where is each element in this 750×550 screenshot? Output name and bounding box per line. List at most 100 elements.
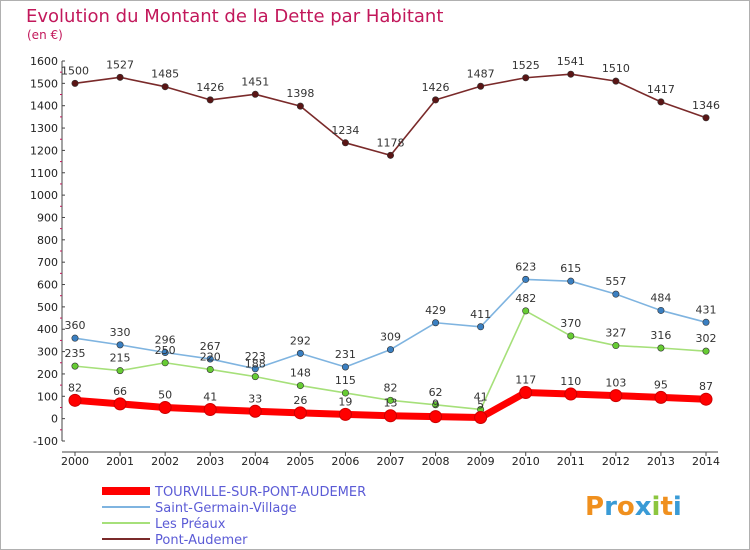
data-point: [657, 306, 665, 314]
x-tick-label: 2005: [286, 455, 314, 468]
data-label: 360: [65, 319, 86, 332]
data-point: [251, 90, 259, 98]
data-label: 370: [560, 317, 581, 330]
data-label: 235: [65, 347, 86, 360]
data-label: 220: [200, 350, 221, 363]
data-label: 231: [335, 348, 356, 361]
data-point: [341, 139, 349, 147]
data-point: [161, 348, 169, 356]
data-point: [386, 346, 394, 354]
data-label: 250: [155, 344, 176, 357]
data-label: 482: [515, 292, 536, 305]
y-tick-label: 1500: [30, 77, 58, 90]
y-tick-label: 100: [37, 390, 58, 403]
x-tick-label: 2001: [106, 455, 134, 468]
data-label: 330: [110, 326, 131, 339]
data-label: 33: [248, 392, 262, 405]
data-point: [386, 151, 394, 159]
logo-text: Proxiti: [585, 492, 682, 522]
data-label: 41: [474, 390, 488, 403]
data-point: [609, 389, 623, 403]
data-point: [702, 114, 710, 122]
data-point: [699, 392, 713, 406]
data-point: [702, 347, 710, 355]
y-tick-label: 1600: [30, 55, 58, 68]
data-labels: 360 330 296 267 223 292 231 309 429 411 623 615 557 4…: [61, 55, 720, 411]
data-label: 1398: [286, 87, 314, 100]
data-point: [206, 96, 214, 104]
data-point: [203, 402, 217, 416]
y-tick-label: 400: [37, 323, 58, 336]
data-point: [71, 334, 79, 342]
x-tick-label: 2009: [467, 455, 495, 468]
data-point: [71, 362, 79, 370]
data-label: 302: [696, 332, 717, 345]
data-label: 1346: [692, 99, 720, 112]
data-label: 1485: [151, 68, 179, 81]
y-tick-label: 1000: [30, 189, 58, 202]
data-point: [71, 79, 79, 87]
x-tick-label: 2007: [377, 455, 405, 468]
data-label: 50: [158, 388, 172, 401]
series-pont-audemer: [71, 70, 710, 159]
data-point: [341, 389, 349, 397]
data-label: 267: [200, 340, 221, 353]
data-point: [161, 83, 169, 91]
y-tick-label: 1200: [30, 144, 58, 157]
data-label: 5: [477, 399, 484, 412]
legend: TOURVILLE-SUR-PONT-AUDEMERSaint-Germain-…: [102, 485, 366, 548]
data-point: [296, 349, 304, 357]
data-point: [251, 373, 259, 381]
data-label: 1527: [106, 58, 134, 71]
x-tick-label: 2010: [512, 455, 540, 468]
data-label: 41: [203, 390, 217, 403]
x-tick-label: 2008: [422, 455, 450, 468]
data-point: [206, 365, 214, 373]
data-label: 103: [605, 377, 626, 390]
data-label: 215: [110, 352, 131, 365]
data-point: [612, 342, 620, 350]
data-label: 623: [515, 260, 536, 273]
data-point: [429, 410, 443, 424]
data-point: [293, 406, 307, 420]
data-label: 188: [245, 358, 266, 371]
data-label: 1487: [467, 67, 495, 80]
data-point: [522, 275, 530, 283]
data-point: [567, 332, 575, 340]
y-tick-label: 200: [37, 368, 58, 381]
data-label: 115: [335, 374, 356, 387]
data-label: 110: [560, 375, 581, 388]
data-label: 62: [429, 386, 443, 399]
data-point: [477, 82, 485, 90]
data-label: 1541: [557, 55, 585, 68]
data-point: [432, 319, 440, 327]
x-tick-label: 2012: [602, 455, 630, 468]
data-point: [657, 98, 665, 106]
data-label: 1426: [422, 81, 450, 94]
data-point: [432, 96, 440, 104]
y-tick-label: 300: [37, 346, 58, 359]
data-point: [158, 400, 172, 414]
legend-label: TOURVILLE-SUR-PONT-AUDEMER: [154, 485, 366, 500]
data-label: 19: [338, 395, 352, 408]
data-label: 87: [699, 380, 713, 393]
x-tick-label: 2011: [557, 455, 585, 468]
data-label: 1417: [647, 83, 675, 96]
data-point: [113, 397, 127, 411]
data-label: 82: [68, 381, 82, 394]
legend-label: Pont-Audemer: [155, 533, 248, 548]
data-label: 223: [245, 350, 266, 363]
y-tick-label: 1300: [30, 122, 58, 135]
x-ticks: 2000 2001 2002 2003 2004 2005 2006 2007 2008 2009…: [61, 452, 720, 468]
data-point: [522, 74, 530, 82]
data-point: [296, 382, 304, 390]
y-tick-label: 700: [37, 256, 58, 269]
data-label: 66: [113, 385, 127, 398]
data-label: 1426: [196, 81, 224, 94]
data-label: 615: [560, 262, 581, 275]
data-label: 13: [384, 397, 398, 410]
proxiti-logo: Proxiti: [585, 492, 682, 522]
data-point: [116, 341, 124, 349]
